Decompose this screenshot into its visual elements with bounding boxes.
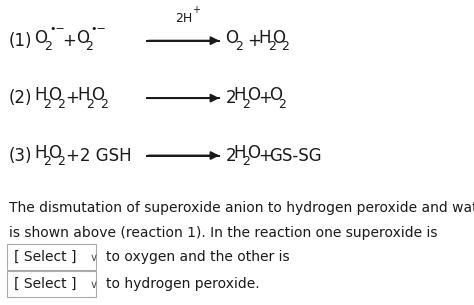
FancyBboxPatch shape [7, 244, 96, 270]
Text: •−: •− [49, 23, 65, 34]
Text: 2: 2 [242, 155, 250, 168]
Text: 2: 2 [268, 40, 275, 53]
Text: H: H [35, 143, 47, 162]
Text: 2: 2 [44, 40, 52, 53]
Text: O: O [76, 29, 89, 47]
Text: 2: 2 [281, 40, 289, 53]
Text: O: O [247, 86, 260, 104]
Text: GS-SG: GS-SG [269, 146, 322, 164]
Text: to hydrogen peroxide.: to hydrogen peroxide. [106, 277, 259, 291]
Text: H: H [233, 143, 246, 162]
Text: H: H [259, 29, 271, 47]
Text: 2H: 2H [175, 12, 192, 24]
Text: H: H [35, 86, 47, 104]
Text: +: + [62, 32, 76, 50]
Text: O: O [35, 29, 47, 47]
Text: 2: 2 [278, 98, 286, 111]
Text: 2: 2 [44, 155, 51, 168]
Text: 2: 2 [44, 98, 51, 111]
Text: 2: 2 [242, 98, 250, 111]
Text: [ Select ]: [ Select ] [14, 250, 77, 264]
Text: 2: 2 [57, 98, 65, 111]
Text: •−: •− [91, 23, 107, 34]
Text: O: O [91, 86, 104, 104]
Text: O: O [226, 29, 238, 47]
Text: to oxygen and the other is: to oxygen and the other is [106, 250, 289, 264]
Text: O: O [48, 143, 61, 162]
Text: (2): (2) [9, 89, 33, 107]
Text: 2: 2 [226, 89, 236, 107]
Text: 2: 2 [226, 146, 236, 164]
Text: [ Select ]: [ Select ] [14, 277, 77, 291]
Text: +: + [259, 146, 273, 164]
Text: +: + [192, 5, 200, 16]
Text: O: O [272, 29, 285, 47]
Text: 2: 2 [85, 40, 93, 53]
Text: 2: 2 [235, 40, 243, 53]
Text: +: + [259, 89, 273, 107]
Text: +2 GSH: +2 GSH [66, 146, 131, 164]
Text: The dismutation of superoxide anion to hydrogen peroxide and water: The dismutation of superoxide anion to h… [9, 201, 474, 215]
Text: is shown above (reaction 1). In the reaction one superoxide is: is shown above (reaction 1). In the reac… [9, 226, 438, 240]
Text: H: H [77, 86, 90, 104]
Text: +: + [66, 89, 80, 107]
Text: O: O [247, 143, 260, 162]
Text: O: O [269, 86, 282, 104]
Text: (3): (3) [9, 146, 33, 164]
Text: H: H [233, 86, 246, 104]
Text: 2: 2 [86, 98, 94, 111]
Text: ∨: ∨ [90, 281, 98, 290]
Text: ∨: ∨ [90, 253, 98, 263]
Text: (1): (1) [9, 32, 33, 50]
Text: 2: 2 [100, 98, 108, 111]
Text: +: + [247, 32, 261, 50]
Text: O: O [48, 86, 61, 104]
Text: 2: 2 [57, 155, 65, 168]
FancyBboxPatch shape [7, 271, 96, 297]
